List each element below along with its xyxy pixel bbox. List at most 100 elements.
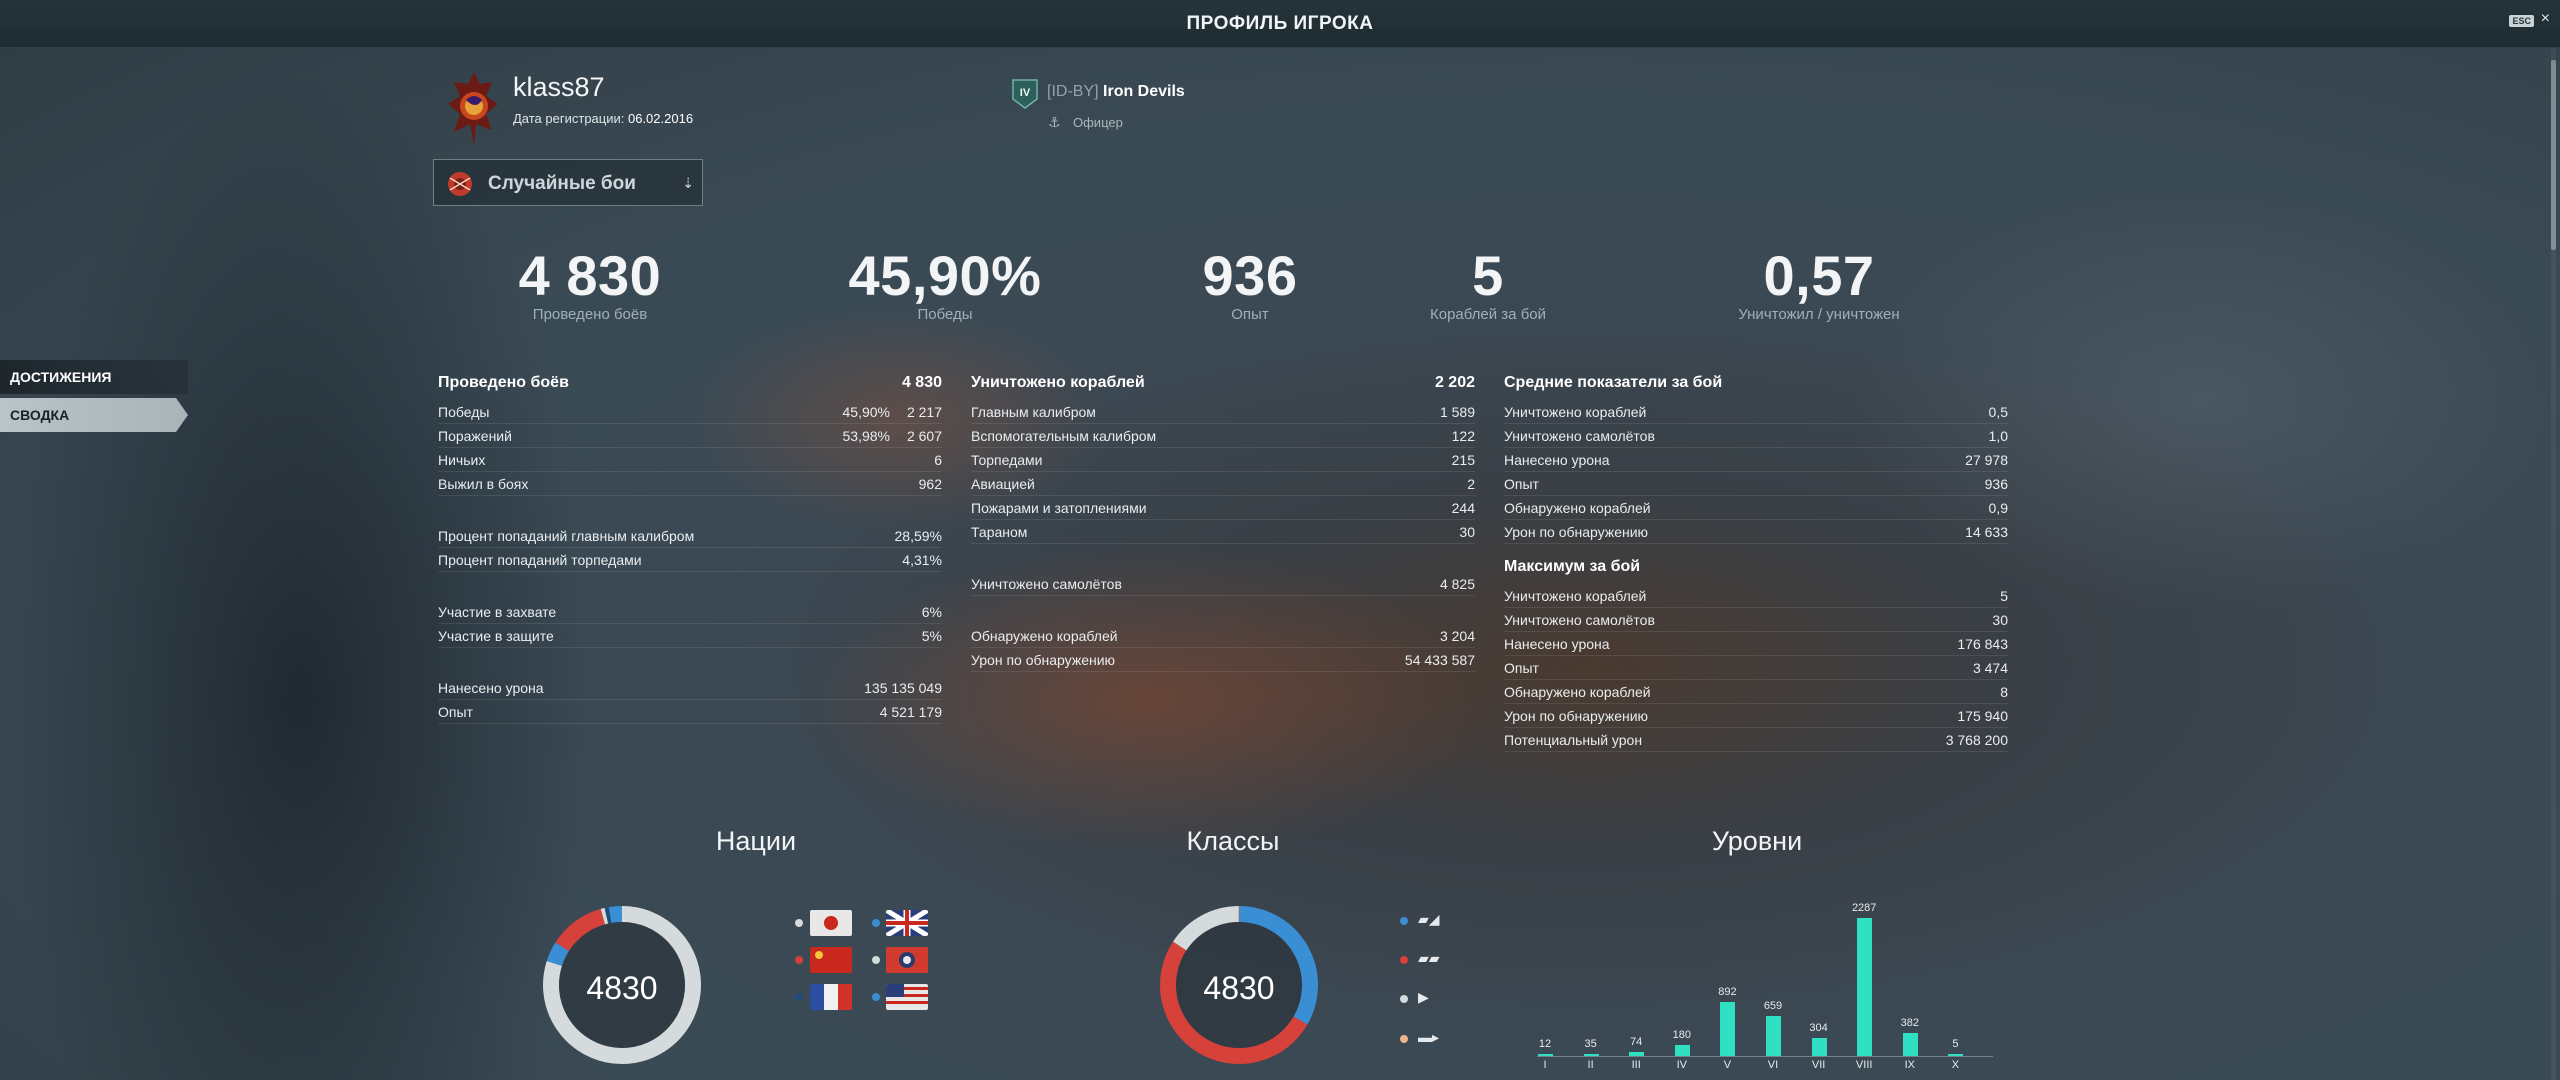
- table-row: Обнаружено кораблей 3 204: [971, 624, 1475, 648]
- chevron-down-icon: ⇣: [682, 175, 694, 191]
- donut-slice: [543, 906, 701, 1064]
- level-bar: [1811, 1037, 1827, 1056]
- clan-role: Офицер: [1073, 115, 1123, 130]
- table-row: Авиацией 2: [971, 472, 1475, 496]
- sidebar-item-achievements[interactable]: ДОСТИЖЕНИЯ: [0, 360, 188, 394]
- registration-date: Дата регистрации: 06.02.2016: [513, 111, 693, 126]
- donut-slice: [608, 906, 623, 923]
- table-row: Участие в захвате 6%: [438, 600, 942, 624]
- column-total: 2 202: [1434, 374, 1475, 391]
- esc-hint: ESC: [2509, 15, 2534, 27]
- player-name: klass87: [513, 72, 605, 102]
- clan-name-line[interactable]: [ID-BY] Iron Devils: [1047, 83, 1185, 101]
- level-tick-label: VII: [1811, 1059, 1826, 1071]
- column-title: Средние показатели за бой: [1504, 374, 1723, 391]
- level-tick-label: II: [1587, 1059, 1594, 1071]
- level-tick-label: VI: [1767, 1059, 1779, 1071]
- summary-value: 0,57: [1763, 244, 1875, 307]
- averages-stats-column: Средние показатели за бой Уничтожено кор…: [1504, 372, 2008, 752]
- column-total: 4 830: [901, 374, 942, 391]
- level-tick-label: X: [1951, 1059, 1960, 1071]
- summary-value: 45,90%: [848, 244, 1042, 307]
- table-row: Нанесено урона 27 978: [1504, 448, 2008, 472]
- summary-wins: 45,90% Победы: [795, 244, 1095, 323]
- table-row: Главным калибром 1 589: [971, 400, 1475, 424]
- clan-name: Iron Devils: [1103, 83, 1185, 100]
- registration-value: 06.02.2016: [627, 111, 694, 126]
- level-tick-label: I: [1543, 1059, 1547, 1071]
- level-tick-label: VIII: [1855, 1059, 1873, 1071]
- level-value-label: 659: [1763, 1000, 1783, 1013]
- table-row: Нанесено урона 135 135 049: [438, 676, 942, 700]
- table-row: Уничтожено кораблей 5: [1504, 584, 2008, 608]
- battle-mode-value: Случайные бои: [488, 173, 636, 194]
- france-flag-icon: [810, 984, 852, 1010]
- japan-flag-icon: [810, 910, 852, 936]
- classes-total: 4830: [1203, 970, 1275, 1006]
- column-title: Проведено боёв: [438, 374, 569, 391]
- classes-donut-chart: 4830: [1154, 900, 1324, 1070]
- table-row: Уничтожено самолётов 30: [1504, 608, 2008, 632]
- level-value-label: 892: [1718, 986, 1737, 999]
- title-bar: ПРОФИЛЬ ИГРОКА ESC ×: [0, 0, 2560, 48]
- pan-asia-flag-icon: [886, 947, 928, 973]
- table-row: Нанесено урона 176 843: [1504, 632, 2008, 656]
- level-tick-label: V: [1723, 1059, 1732, 1071]
- table-row: Потенциальный урон 3 768 200: [1504, 728, 2008, 752]
- table-row: Торпедами 215: [971, 448, 1475, 472]
- summary-battles: 4 830 Проведено боёв: [440, 244, 740, 323]
- registration-label: Дата регистрации:: [513, 111, 625, 126]
- table-row: Участие в защите 5%: [438, 624, 942, 648]
- legend-dot: [1400, 995, 1408, 1003]
- level-tick-label: IV: [1676, 1059, 1687, 1071]
- usa-flag-icon: [886, 984, 928, 1010]
- legend-dot: [795, 956, 803, 964]
- sidebar-item-summary[interactable]: СВОДКА: [0, 398, 188, 432]
- legend-dot: [1400, 917, 1408, 925]
- kills-stats-column: Уничтожено кораблей 2 202 Главным калибро…: [971, 372, 1475, 672]
- summary-value: 4 830: [518, 244, 662, 307]
- column-header: Средние показатели за бой: [1504, 372, 2008, 400]
- destroyer-class-icon: ▰◢: [1418, 911, 1440, 927]
- summary-exp: 936 Опыт: [1100, 244, 1400, 323]
- legend-dot: [795, 919, 803, 927]
- table-row: Уничтожено самолётов 1,0: [1504, 424, 2008, 448]
- donut-slice: [1238, 906, 1318, 1025]
- table-row: Урон по обнаружению 175 940: [1504, 704, 2008, 728]
- column-header: Максимум за бой: [1504, 556, 2008, 584]
- legend-dot: [872, 993, 880, 1001]
- table-row: Обнаружено кораблей 0,9: [1504, 496, 2008, 520]
- level-tick-label: IX: [1904, 1059, 1915, 1071]
- table-row: Опыт 936: [1504, 472, 2008, 496]
- nations-total: 4830: [586, 970, 658, 1006]
- donut-center: [1176, 922, 1302, 1048]
- level-bar: [1948, 1054, 1964, 1056]
- random-battle-icon: [448, 172, 472, 196]
- scrollbar-track[interactable]: [2551, 48, 2556, 1080]
- clan-level-shield-icon: IV: [1012, 79, 1038, 109]
- level-value-label: 12: [1538, 1038, 1552, 1050]
- table-row: Процент попаданий торпедами 4,31%: [438, 548, 942, 572]
- table-row: Выжил в боях 962: [438, 472, 942, 496]
- battle-mode-select[interactable]: Случайные бои ⇣: [433, 159, 703, 206]
- level-bar: [1674, 1045, 1690, 1056]
- table-row: Ничьих 6: [438, 448, 942, 472]
- uk-flag-icon: [886, 910, 928, 936]
- carrier-class-icon: ▬▸: [1418, 1029, 1440, 1045]
- level-bar: [1629, 1051, 1645, 1056]
- table-row: Опыт 4 521 179: [438, 700, 942, 724]
- level-value-label: 304: [1809, 1021, 1828, 1034]
- level-tick-label: III: [1631, 1059, 1641, 1071]
- clan-tag: [ID-BY]: [1047, 83, 1099, 100]
- summary-label: Уничтожил / уничтожен: [1738, 306, 1900, 323]
- table-row: Урон по обнаружению 54 433 587: [971, 648, 1475, 672]
- scrollbar-thumb[interactable]: [2551, 60, 2556, 250]
- close-icon[interactable]: ×: [2540, 10, 2550, 27]
- levels-axis-line: [1537, 1056, 1993, 1057]
- level-value-label: 382: [1900, 1016, 1919, 1029]
- player-avatar-emblem-icon: [448, 72, 498, 146]
- china-flag-icon: [810, 947, 852, 973]
- table-row: Уничтожено кораблей 0,5: [1504, 400, 2008, 424]
- level-value-label: 74: [1630, 1035, 1643, 1048]
- level-value-label: 5: [1952, 1038, 1959, 1050]
